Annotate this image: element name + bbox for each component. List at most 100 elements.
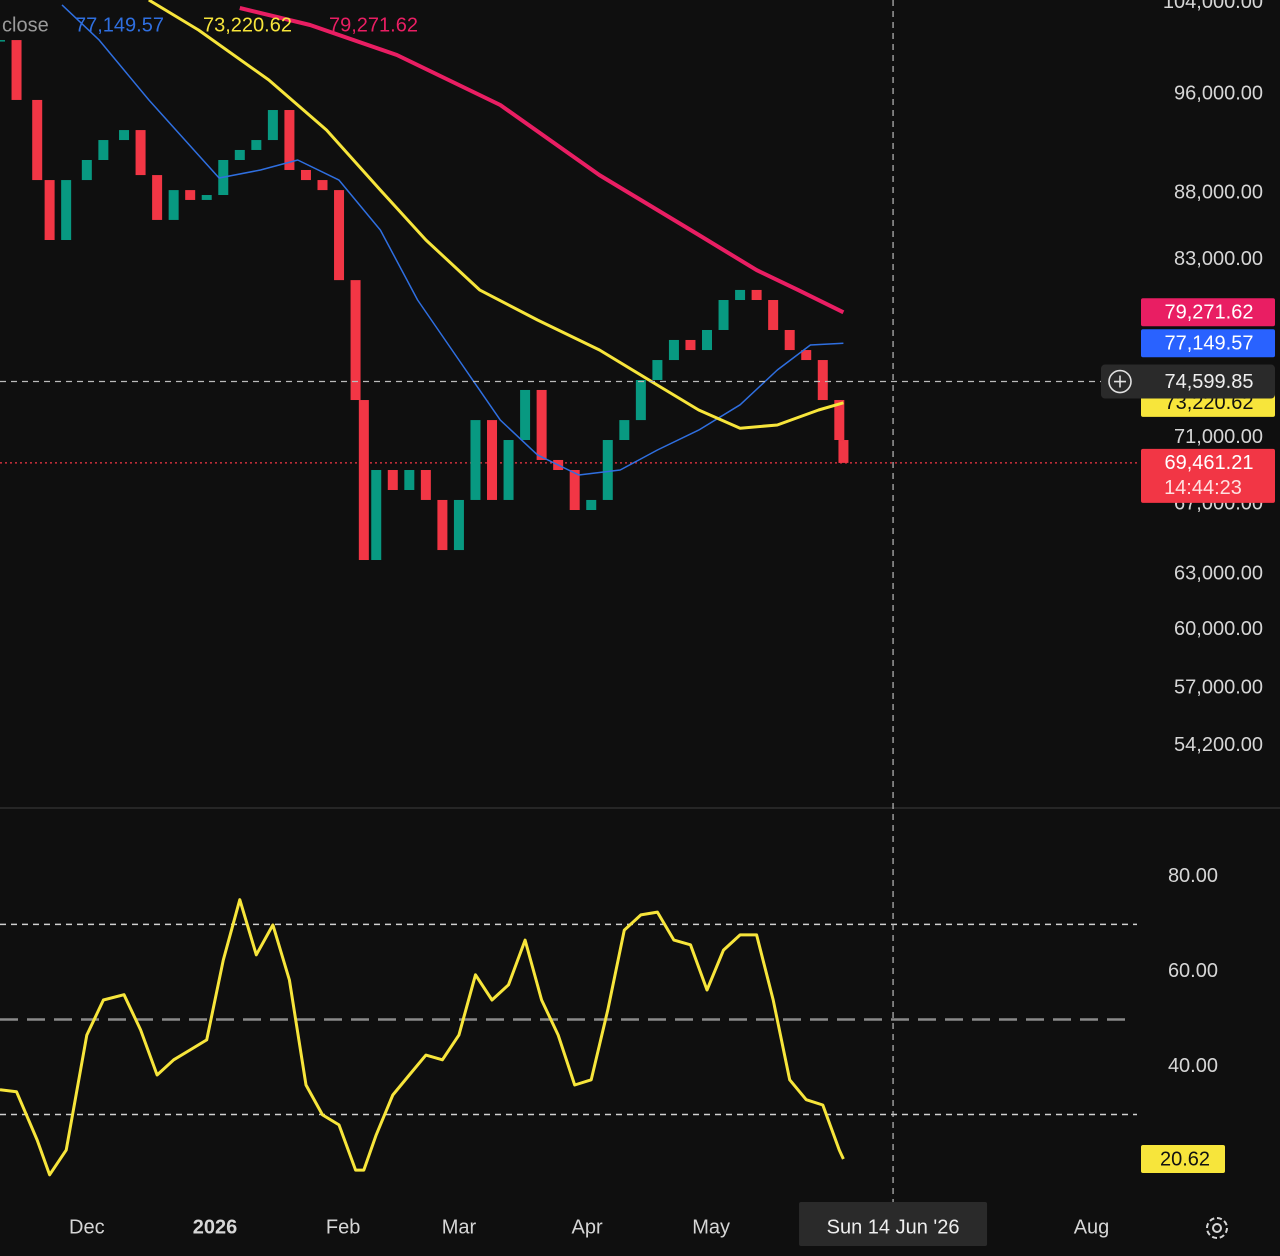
candle (0, 40, 5, 42)
candle (350, 280, 361, 401)
crosshair-price-badge (1101, 364, 1275, 399)
candle (751, 289, 762, 301)
candle (300, 169, 311, 181)
candle (437, 499, 448, 551)
rsi-tick-label: 40.00 (1168, 1055, 1218, 1077)
y-tick-label: 54,200.00 (1174, 734, 1263, 756)
crosshair-price-label: 74,599.85 (1165, 371, 1254, 393)
legend-value: 73,220.62 (203, 14, 292, 36)
y-tick-label: 104,000.00 (1163, 0, 1263, 13)
price-source: close (2, 14, 49, 36)
moving-average (61, 4, 844, 476)
candle (371, 470, 382, 561)
candle (668, 339, 679, 361)
crosshair-date-badge (799, 1202, 988, 1246)
add-alert-icon (1108, 369, 1132, 394)
candle (702, 329, 713, 351)
candle (602, 440, 613, 500)
last-price-label: 69,461.21 (1165, 452, 1254, 474)
y-tick-label: 63,000.00 (1174, 562, 1263, 584)
candle (317, 180, 328, 191)
legend-value: 77,149.57 (75, 14, 164, 36)
rsi-badge (1141, 1145, 1225, 1174)
candle (81, 159, 92, 181)
rsi-tick-label: 60.00 (1168, 960, 1218, 982)
candle (358, 400, 369, 561)
ma-badge-label: 77,149.57 (1165, 333, 1254, 355)
candle (801, 350, 812, 361)
gear-outline (1206, 1217, 1228, 1239)
moving-average (239, 6, 845, 315)
candle (135, 130, 146, 176)
candle (685, 339, 696, 351)
candle (420, 470, 431, 500)
candle (168, 190, 179, 220)
y-tick-label: 60,000.00 (1174, 618, 1263, 640)
candle (32, 99, 43, 181)
crosshair-date-label: Sun 14 Jun '26 (827, 1216, 960, 1238)
rsi-line (0, 898, 845, 1177)
last-price-badge (1141, 448, 1275, 503)
candle (569, 470, 580, 511)
gear-hub (1212, 1223, 1222, 1233)
candle (635, 380, 646, 421)
candle (784, 329, 795, 351)
candle (718, 300, 729, 330)
candle (44, 180, 55, 241)
candle (834, 400, 845, 441)
candle (817, 360, 828, 401)
ma-badge (1141, 298, 1275, 327)
y-tick-label: 57,000.00 (1174, 677, 1263, 699)
candle (619, 420, 630, 441)
candle (234, 149, 245, 160)
x-tick-label: Dec (69, 1216, 105, 1238)
candle (536, 389, 547, 460)
add-alert-plus (1114, 375, 1126, 388)
countdown-label: 14:44:23 (1164, 477, 1242, 499)
candle (11, 40, 22, 100)
moving-average (148, 0, 844, 430)
candle (284, 110, 295, 170)
x-tick-label: May (692, 1216, 730, 1238)
ma-badge-label: 79,271.62 (1165, 302, 1254, 324)
x-tick-label: Feb (326, 1216, 360, 1238)
candle (838, 440, 849, 463)
candle (735, 289, 746, 301)
settings-icon[interactable] (1206, 1217, 1228, 1239)
y-tick-label: 96,000.00 (1174, 82, 1263, 104)
candle (470, 420, 481, 500)
x-tick-label: Aug (1074, 1216, 1110, 1238)
candle (404, 470, 415, 490)
rsi-badge-label: 20.62 (1160, 1148, 1210, 1170)
ma-badge (1141, 329, 1275, 358)
legend-value: 79,271.62 (329, 14, 418, 36)
candle (152, 175, 163, 220)
candle (267, 110, 278, 141)
candle (503, 440, 514, 500)
candle (387, 470, 398, 490)
candle (61, 180, 72, 241)
rsi-tick-label: 80.00 (1168, 865, 1218, 887)
candle (487, 420, 498, 500)
candle (586, 499, 597, 511)
candle (185, 190, 196, 200)
x-tick-label: Apr (572, 1216, 603, 1238)
candle (768, 300, 779, 330)
candle (251, 140, 262, 150)
y-tick-label: 83,000.00 (1174, 248, 1263, 270)
candle (119, 130, 130, 141)
y-tick-label: 88,000.00 (1174, 181, 1263, 203)
candle (334, 190, 345, 281)
candle (652, 360, 663, 381)
x-tick-label: 2026 (193, 1216, 238, 1238)
candle (520, 389, 531, 441)
x-tick-label: Mar (442, 1216, 477, 1238)
candle (98, 140, 109, 160)
candle (453, 499, 464, 551)
candle (201, 195, 212, 200)
y-tick-label: 71,000.00 (1174, 426, 1263, 448)
